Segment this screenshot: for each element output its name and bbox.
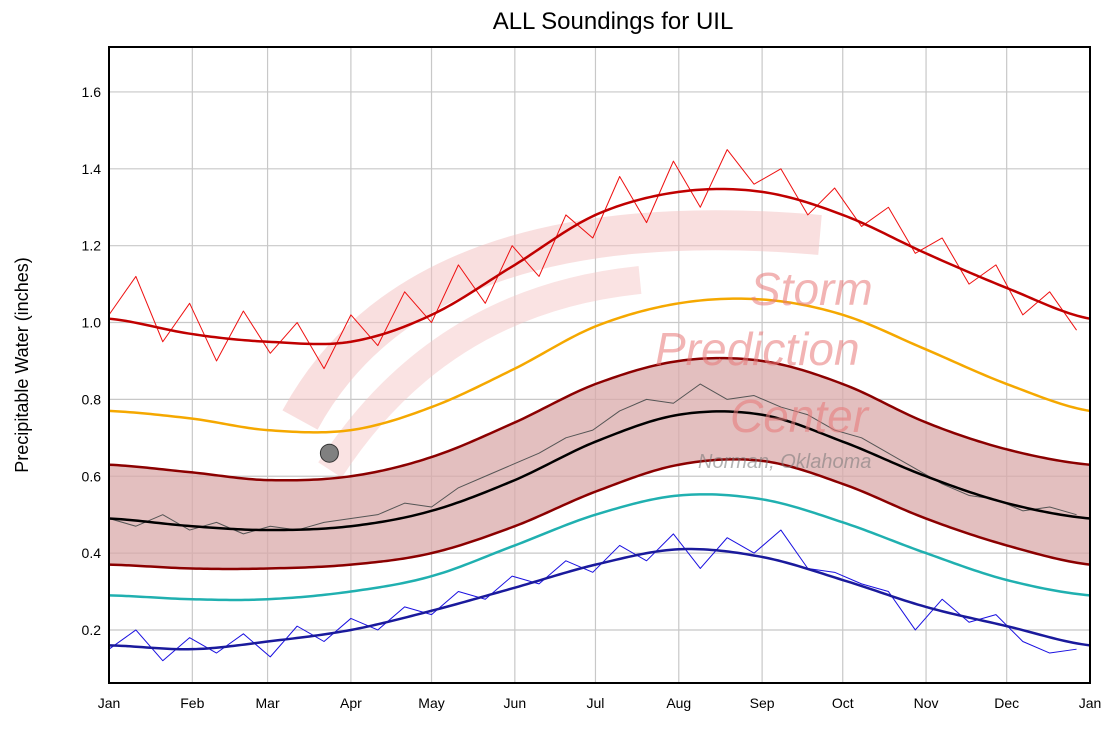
x-tick-label: Sep (750, 695, 775, 711)
grid (108, 47, 1091, 683)
y-tick-label: 1.6 (82, 84, 102, 100)
current-sounding-point (319, 443, 339, 463)
x-tick-label: May (418, 695, 444, 711)
watermark-subtext: Norman, Oklahoma (698, 451, 871, 473)
x-tick-label: Nov (914, 695, 939, 711)
band-fill (109, 358, 1090, 569)
series-max_moving_avg (108, 187, 1091, 346)
watermark-swoosh (282, 210, 822, 430)
x-tick-label: Feb (180, 695, 204, 711)
x-tick-label: Jun (504, 695, 527, 711)
x-tick-label: Aug (666, 695, 691, 711)
y-tick-label: 0.8 (82, 391, 102, 407)
watermark-text: Prediction (655, 323, 860, 375)
series-min_moving_avg (108, 547, 1091, 651)
y-tick-label: 0.4 (82, 545, 102, 561)
x-tick-label: Oct (832, 695, 854, 711)
y-tick-label: 0.2 (82, 622, 102, 638)
y-tick-label: 1.0 (82, 315, 102, 331)
y-axis-label: Precipitable Water (inches) (12, 257, 32, 472)
series-lower_percentile (108, 493, 1091, 602)
watermark-text: Center (730, 390, 870, 442)
series-daily_min (108, 529, 1077, 662)
x-tick-label: Jan (98, 695, 121, 711)
series-band_upper (108, 356, 1091, 482)
x-tick-label: Apr (340, 695, 362, 711)
x-tick-label: Dec (994, 695, 1019, 711)
plot-frame (108, 46, 1091, 684)
y-tick-label: 1.2 (82, 238, 102, 254)
x-tick-label: Jan (1079, 695, 1102, 711)
series-layer (108, 149, 1091, 662)
series-upper_percentile (108, 297, 1091, 434)
watermark-text: Storm (750, 263, 873, 315)
x-tick-label: Mar (256, 695, 280, 711)
series-daily_mean (108, 383, 1077, 535)
chart-title: ALL Soundings for UIL (493, 8, 734, 35)
axis-ticks: 0.2 0.4 0.6 0.8 1.0 1.2 1.4 1.6 Jan Feb Mar Apr May J… (82, 84, 1102, 711)
series-mean (108, 410, 1091, 532)
spc-watermark-text: Storm Prediction Center Norman, Oklahoma (655, 263, 873, 473)
series-daily_max (108, 149, 1077, 370)
y-tick-label: 0.6 (82, 468, 102, 484)
y-tick-label: 1.4 (82, 161, 102, 177)
x-tick-label: Jul (587, 695, 605, 711)
series-band_lower (108, 458, 1091, 571)
